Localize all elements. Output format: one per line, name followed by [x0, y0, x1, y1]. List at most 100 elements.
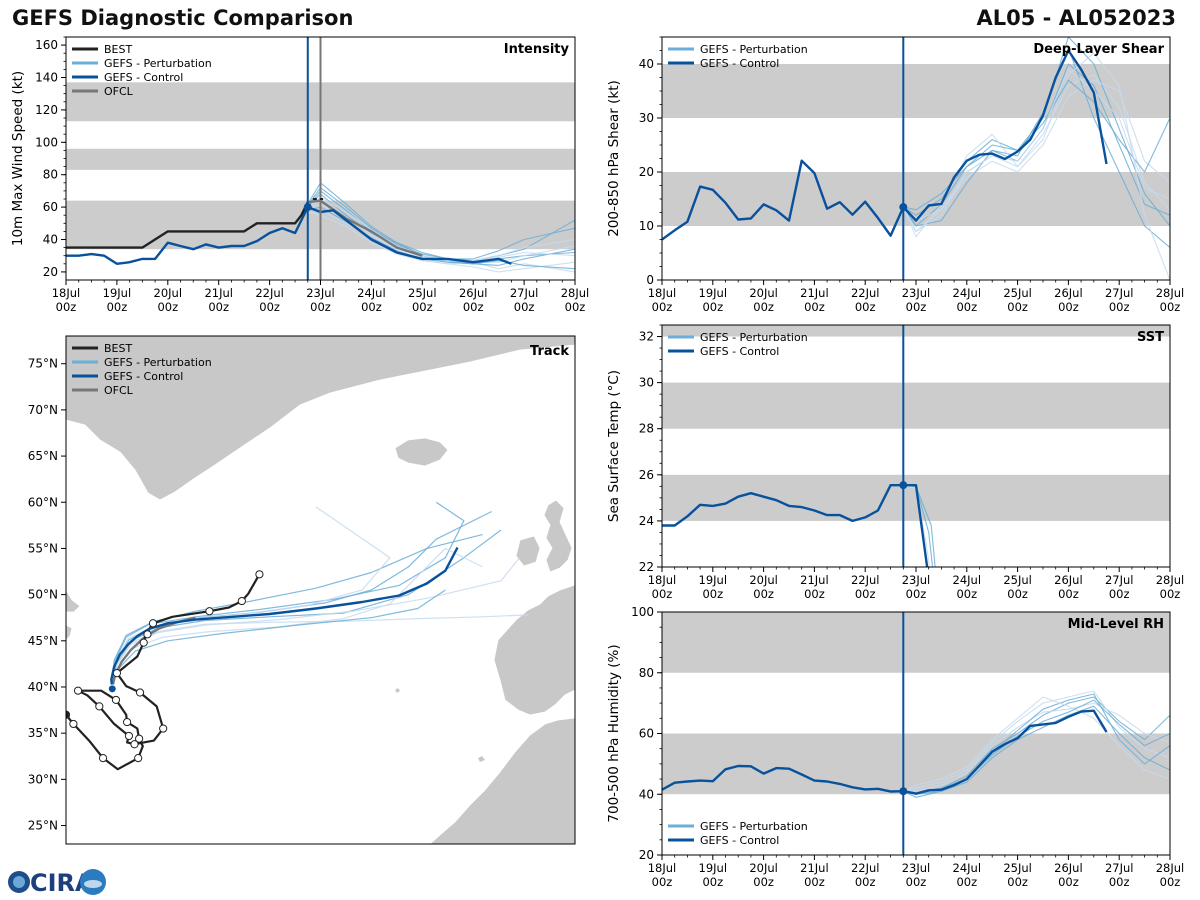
shear-band-1 [662, 64, 1170, 118]
shear-panel: 01020304018Jul00z19Jul00z20Jul00z21Jul00… [606, 36, 1184, 314]
shear-ylabel: 200-850 hPa Shear (kt) [606, 80, 622, 237]
intensity-xtick-label-hour: 00z [107, 300, 128, 314]
shear-member-4 [902, 47, 1170, 249]
sst-ytick-label: 26 [639, 468, 654, 482]
intensity-xtick-label-hour: 00z [463, 300, 484, 314]
intensity-control-line [66, 205, 512, 265]
rh-ytick-label: 80 [639, 666, 654, 680]
track-best-marker [135, 688, 145, 697]
shear-member-7 [902, 68, 1170, 232]
shear-ytick-label: 10 [639, 219, 654, 233]
shear-member-3 [902, 79, 1170, 222]
shear-xtick-label-day: 21Jul [800, 286, 829, 300]
track-lat-label: 70°N [28, 403, 58, 417]
sst-xtick-label-day: 22Jul [851, 573, 880, 587]
track-member-8 [111, 589, 446, 689]
shear-xtick-label-hour: 00z [1058, 300, 1079, 314]
intensity-title: Intensity [504, 42, 570, 57]
track-lat-label: 25°N [28, 819, 58, 833]
intensity-ytick-label: 160 [35, 38, 58, 52]
intensity-xtick-label-day: 19Jul [103, 286, 132, 300]
track-best-marker [159, 724, 168, 733]
track-best-marker [73, 686, 83, 695]
intensity-member-3 [307, 209, 575, 263]
track-lat-label: 45°N [28, 634, 58, 648]
sst-ytick-label: 32 [639, 330, 654, 344]
rh-legend-label: GEFS - Control [700, 834, 779, 847]
sst-xtick-label-hour: 00z [855, 587, 876, 601]
shear-xtick-label-day: 18Jul [648, 286, 677, 300]
track-best-marker [255, 570, 264, 579]
intensity-init-marker [303, 203, 312, 212]
rh-xtick-label-day: 18Jul [648, 861, 677, 875]
rh-panel: 2040608010018Jul00z19Jul00z20Jul00z21Jul… [606, 605, 1184, 889]
shear-init-marker [899, 203, 908, 212]
rh-xtick-label-hour: 00z [804, 875, 825, 889]
rh-xtick-label-day: 23Jul [902, 861, 931, 875]
intensity-xtick-label-day: 24Jul [357, 286, 386, 300]
sst-xtick-label-day: 28Jul [1156, 573, 1185, 587]
track-legend-label: BEST [104, 342, 132, 355]
sst-xtick-label-hour: 00z [906, 587, 927, 601]
figure-title: GEFS Diagnostic Comparison [12, 6, 354, 30]
track-best-marker [112, 669, 122, 678]
sst-xtick-label-day: 23Jul [902, 573, 931, 587]
track-member-4 [111, 534, 483, 689]
shear-member-5 [902, 52, 1170, 280]
shear-xtick-label-hour: 00z [1007, 300, 1028, 314]
track-best-marker [111, 695, 121, 705]
rh-xtick-label-hour: 00z [1160, 875, 1181, 889]
rh-xtick-label-hour: 00z [1058, 875, 1079, 889]
sst-title: SST [1137, 330, 1164, 345]
track-best-marker [122, 717, 132, 727]
intensity-xtick-label-hour: 00z [208, 300, 229, 314]
sst-xtick-label-hour: 00z [1058, 587, 1079, 601]
rh-xtick-label-hour: 00z [753, 875, 774, 889]
rh-ytick-label: 40 [639, 787, 654, 801]
sst-xtick-label-day: 24Jul [953, 573, 982, 587]
rh-xtick-label-hour: 00z [652, 875, 673, 889]
rh-band-1 [662, 612, 1170, 673]
intensity-xtick-label-hour: 00z [514, 300, 535, 314]
rh-xtick-label-day: 26Jul [1054, 861, 1083, 875]
intensity-ytick-label: 80 [43, 168, 58, 182]
track-legend-label: GEFS - Perturbation [104, 356, 212, 369]
intensity-legend-label: BEST [104, 43, 132, 56]
rh-control-line [662, 709, 1108, 795]
intensity-ylabel: 10m Max Wind Speed (kt) [10, 71, 26, 246]
shear-member-1 [902, 74, 1170, 232]
shear-xtick-label-hour: 00z [855, 300, 876, 314]
sst-xtick-label-hour: 00z [956, 587, 977, 601]
intensity-xtick-label-day: 25Jul [408, 286, 437, 300]
intensity-xtick-label-day: 22Jul [255, 286, 284, 300]
shear-legend-label: GEFS - Control [700, 57, 779, 70]
rh-xtick-label-hour: 00z [956, 875, 977, 889]
shear-xtick-label-hour: 00z [956, 300, 977, 314]
rh-xtick-label-day: 19Jul [699, 861, 728, 875]
track-best-marker [98, 754, 108, 763]
track-best-marker [143, 630, 152, 639]
sst-xtick-label-hour: 00z [1007, 587, 1028, 601]
track-best-marker [139, 638, 148, 647]
shear-xtick-label-day: 20Jul [749, 286, 778, 300]
track-legend-label: GEFS - Control [104, 370, 183, 383]
track-frame [65, 335, 576, 845]
track-best-marker [124, 731, 134, 741]
intensity-xtick-label-hour: 00z [310, 300, 331, 314]
british-isles-land [543, 499, 573, 573]
intensity-best-line [66, 201, 309, 249]
shear-xtick-label-hour: 00z [753, 300, 774, 314]
shear-xtick-label-day: 24Jul [953, 286, 982, 300]
track-lat-label: 75°N [28, 357, 58, 371]
rh-member-5 [903, 696, 1170, 792]
storm-id-title: AL05 - AL052023 [976, 6, 1177, 30]
intensity-xtick-label-hour: 00z [565, 300, 586, 314]
sst-ytick-label: 22 [639, 560, 654, 574]
intensity-ytick-label: 60 [43, 200, 58, 214]
sst-legend-label: GEFS - Control [700, 345, 779, 358]
intensity-panel: 2040608010012014016018Jul00z19Jul00z20Ju… [10, 36, 589, 314]
track-lat-label: 60°N [28, 495, 58, 509]
sst-xtick-label-day: 20Jul [749, 573, 778, 587]
track-best-marker [205, 607, 214, 616]
sst-xtick-label-hour: 00z [804, 587, 825, 601]
